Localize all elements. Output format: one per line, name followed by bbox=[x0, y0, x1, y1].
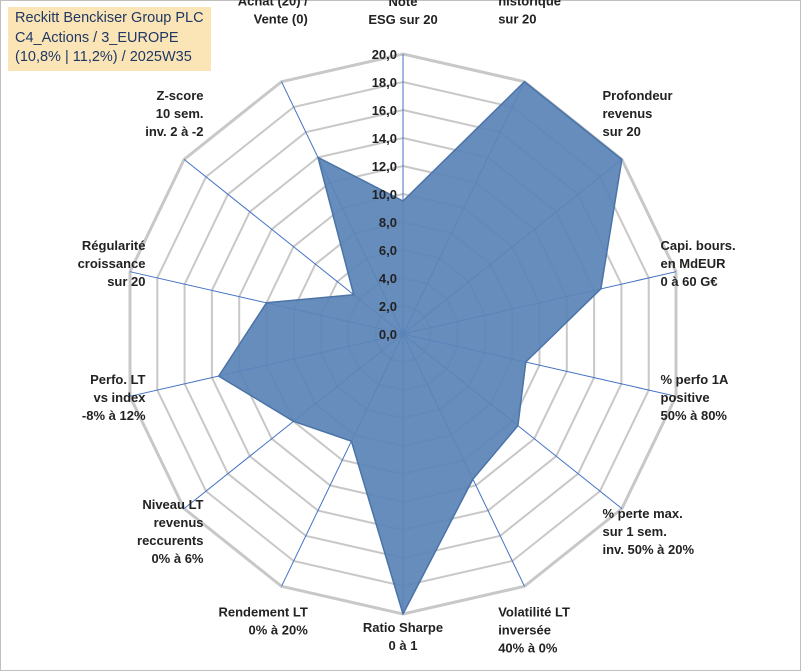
category-label: Profondeur revenus sur 20 bbox=[603, 88, 673, 139]
title-line-3: (10,8% | 11,2%) / 2025W35 bbox=[15, 49, 192, 65]
tick-label: 2,0 bbox=[379, 299, 397, 314]
chart-title-box: Reckitt Benckiser Group PLC C4_Actions /… bbox=[8, 7, 211, 71]
radial-tick-labels: 0,0 2,0 4,0 6,0 8,0 10,0 12,0 14,0 16,0 18,0 20,0 bbox=[372, 47, 397, 342]
category-label: % perte max. sur 1 sem. inv. 50% à 20% bbox=[603, 506, 695, 557]
category-label: MomentumAchat (20) /Vente (0) bbox=[238, 0, 308, 27]
series-area bbox=[217, 80, 623, 615]
tick-label: 10,0 bbox=[372, 187, 397, 202]
category-label: Capi. bours. en MdEUR 0 à 60 G€ bbox=[661, 238, 736, 289]
category-label: Ratio Sharpe 0 à 1 bbox=[363, 620, 443, 653]
tick-label: 20,0 bbox=[372, 47, 397, 62]
tick-label: 4,0 bbox=[379, 271, 397, 286]
radar-series-area bbox=[217, 80, 623, 615]
category-label: % perfo 1A positive 50% à 80% bbox=[661, 372, 730, 423]
category-label: Z-score 10 sem. inv. 2 à -2 bbox=[145, 88, 203, 139]
tick-label: 0,0 bbox=[379, 327, 397, 342]
category-label: Profondeurhistoriquesur 20 bbox=[498, 0, 568, 27]
tick-label: 16,0 bbox=[372, 103, 397, 118]
category-label: Perfo. LT vs index -8% à 12% bbox=[82, 372, 146, 423]
category-label: Régularité croissance sur 20 bbox=[78, 238, 146, 289]
category-label: Note ESG sur 20 bbox=[368, 0, 437, 27]
tick-label: 8,0 bbox=[379, 215, 397, 230]
title-line-1: Reckitt Benckiser Group PLC bbox=[15, 10, 204, 26]
title-line-2: C4_Actions / 3_EUROPE bbox=[15, 29, 179, 46]
tick-label: 12,0 bbox=[372, 159, 397, 174]
category-label: Volatilité LT inversée 40% à 0% bbox=[498, 604, 570, 655]
tick-label: 18,0 bbox=[372, 75, 397, 90]
category-label: Niveau LT revenus reccurents 0% à 6% bbox=[137, 497, 204, 566]
tick-label: 14,0 bbox=[372, 131, 397, 146]
category-label: Rendement LT 0% à 20% bbox=[218, 604, 308, 637]
tick-label: 6,0 bbox=[379, 243, 397, 258]
